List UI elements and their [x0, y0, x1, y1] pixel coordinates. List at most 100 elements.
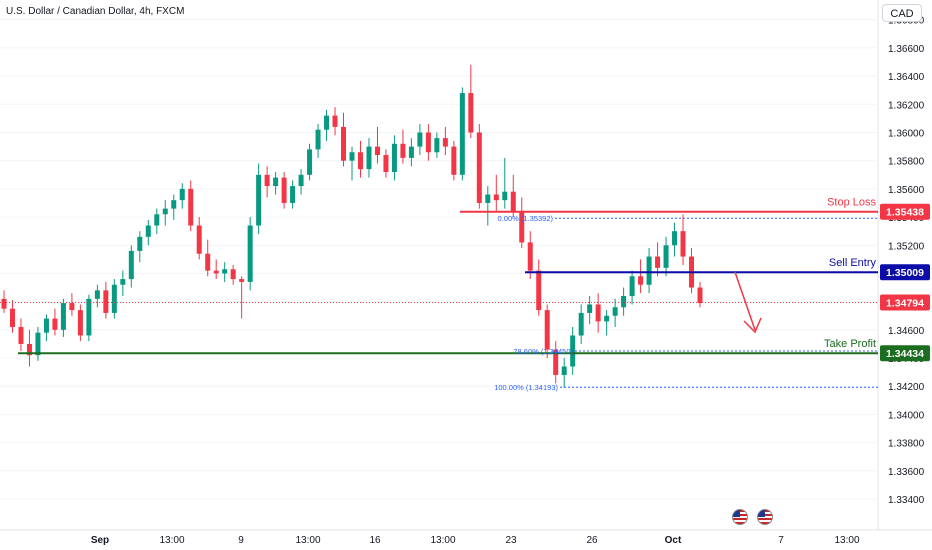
- candle: [86, 298, 92, 336]
- stop-loss-line-badge: [880, 203, 930, 220]
- candle: [638, 276, 644, 285]
- y-tick-label: 1.36000: [888, 129, 925, 140]
- candle: [680, 231, 686, 257]
- y-tick-label: 1.33400: [888, 495, 925, 506]
- candle: [697, 287, 703, 304]
- candle: [536, 270, 542, 311]
- candle: [77, 310, 83, 336]
- current-price-badge-text: 1.34794: [886, 297, 924, 309]
- y-tick-label: 1.34200: [888, 382, 925, 393]
- candle: [230, 269, 236, 280]
- candle: [52, 318, 58, 330]
- candle: [493, 194, 499, 201]
- price-axis: 1.33400 1.33600 1.33800 1.34000 1.34200 1.344…: [888, 16, 925, 506]
- candle: [553, 349, 559, 375]
- candle: [570, 335, 576, 367]
- take-profit-line-badge-text: 1.34434: [886, 348, 924, 360]
- candle: [69, 303, 75, 311]
- x-tick-label: Oct: [665, 535, 682, 546]
- y-tick-label: 1.35800: [888, 157, 925, 168]
- candle: [425, 132, 431, 153]
- stop-loss-line-badge-text: 1.35438: [886, 207, 924, 219]
- trade-levels: Stop Loss Sell Entry Take Profit 0.00% (1.3…: [0, 197, 878, 392]
- y-tick-label: 1.34600: [888, 326, 925, 337]
- candle: [298, 174, 304, 187]
- candle: [663, 245, 669, 268]
- candle: [111, 284, 117, 313]
- fib-level-label: 100.00% (1.34193): [494, 383, 558, 392]
- candle: [349, 152, 355, 161]
- candle: [400, 143, 406, 158]
- candle: [604, 315, 610, 322]
- candle: [646, 256, 652, 285]
- us-flag-icon[interactable]: [732, 509, 748, 525]
- candle: [434, 138, 440, 153]
- candle: [383, 155, 389, 172]
- candle: [273, 177, 279, 187]
- candle: [459, 93, 465, 175]
- x-tick-label: 26: [586, 535, 598, 546]
- symbol-title: U.S. Dollar / Canadian Dollar, 4h, FXCM: [6, 6, 185, 17]
- fib-level-label: 0.00% (1.35392): [498, 214, 554, 223]
- candle: [196, 225, 202, 254]
- x-tick-label: 13:00: [295, 535, 320, 546]
- candle: [162, 208, 168, 215]
- candle: [171, 200, 177, 209]
- x-tick-label: 13:00: [430, 535, 455, 546]
- candle: [587, 304, 593, 313]
- candle: [502, 191, 508, 201]
- candle: [315, 129, 321, 150]
- x-tick-label: 13:00: [159, 535, 184, 546]
- candle: [205, 253, 211, 271]
- us-flag-icon[interactable]: [757, 509, 773, 525]
- candle: [561, 366, 567, 375]
- y-tick-label: 1.36600: [888, 44, 925, 55]
- x-tick-label: 9: [238, 535, 244, 546]
- y-tick-label: 1.34000: [888, 410, 925, 421]
- candle: [264, 174, 270, 187]
- candle: [1, 298, 7, 309]
- candle: [578, 312, 584, 336]
- sell-entry-line-label: Sell Entry: [829, 257, 877, 269]
- candle: [324, 115, 330, 130]
- candle: [103, 290, 109, 313]
- y-tick-label: 1.33600: [888, 467, 925, 478]
- candle: [18, 327, 24, 344]
- candle: [357, 152, 363, 170]
- time-axis: Sep 13:00 9 13:00 16 13:00 23 26 Oct 7 13:00: [91, 535, 860, 546]
- candle: [341, 126, 347, 161]
- candle: [366, 146, 372, 170]
- candle: [26, 343, 32, 356]
- candle: [307, 149, 313, 175]
- candle: [374, 146, 380, 156]
- currency-button[interactable]: CAD: [882, 4, 922, 22]
- candle: [519, 211, 525, 243]
- candle: [527, 242, 533, 271]
- take-profit-line-badge: [880, 345, 930, 362]
- y-tick-label: 1.36400: [888, 72, 925, 83]
- candle: [94, 290, 100, 299]
- candle: [655, 256, 661, 268]
- sell-entry-line-badge: [880, 264, 930, 281]
- candle: [154, 214, 160, 226]
- candle: [468, 93, 474, 133]
- candle: [451, 146, 457, 175]
- candle: [408, 146, 414, 158]
- x-tick-label: 13:00: [834, 535, 859, 546]
- candle: [9, 308, 15, 328]
- candle: [43, 318, 49, 333]
- candle: [222, 269, 228, 274]
- x-tick-label: Sep: [91, 535, 109, 546]
- candle: [629, 276, 635, 297]
- candle: [256, 174, 262, 226]
- candle: [213, 270, 219, 274]
- candle: [621, 296, 627, 308]
- y-tick-label: 1.36200: [888, 100, 925, 111]
- candle: [442, 138, 448, 147]
- y-tick-label: 1.33800: [888, 439, 925, 450]
- fib-level-label: 78.60% (1.34450): [513, 347, 573, 356]
- candle: [281, 177, 287, 203]
- down-arrow-head: [743, 317, 762, 334]
- candle: [137, 236, 143, 251]
